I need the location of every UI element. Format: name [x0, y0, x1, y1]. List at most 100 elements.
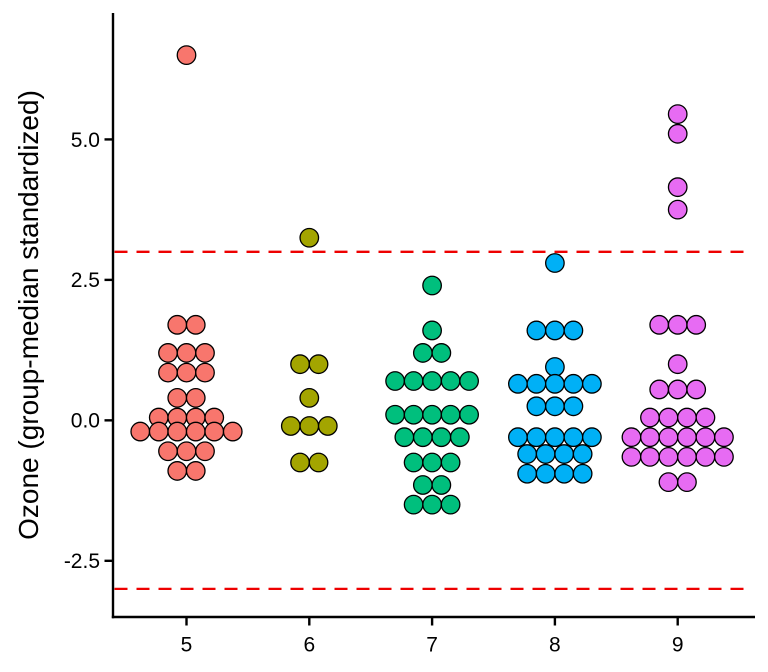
data-point — [290, 452, 310, 473]
data-point — [517, 444, 538, 464]
data-point — [440, 494, 461, 515]
data-point — [667, 104, 688, 125]
data-point — [517, 463, 538, 484]
data-point — [385, 404, 406, 425]
data-point — [299, 227, 320, 248]
data-point — [667, 354, 688, 375]
data-point — [545, 427, 565, 448]
data-point — [508, 427, 528, 448]
data-point — [563, 320, 584, 341]
data-point — [412, 475, 433, 495]
data-point — [554, 444, 575, 464]
data-point — [686, 379, 707, 400]
data-point — [422, 320, 443, 341]
data-point — [412, 343, 433, 363]
data-point — [185, 387, 206, 408]
data-point — [176, 45, 197, 66]
data-point — [695, 446, 716, 467]
data-point — [431, 475, 452, 495]
data-point — [649, 379, 670, 400]
x-tick-label: 7 — [426, 633, 438, 656]
data-point — [440, 452, 461, 473]
data-point — [385, 371, 406, 391]
x-tick-label: 8 — [549, 633, 561, 656]
x-tick-label: 9 — [672, 633, 684, 656]
y-tick-label: -2.5 — [64, 550, 100, 573]
data-point — [667, 177, 688, 198]
data-point — [394, 427, 415, 448]
y-tick-label: 2.5 — [71, 269, 100, 292]
x-tick-label: 5 — [181, 633, 193, 656]
data-point — [158, 441, 178, 462]
data-point — [582, 373, 602, 394]
data-point — [422, 371, 443, 391]
data-point — [195, 362, 215, 383]
data-point — [280, 416, 301, 436]
data-point — [167, 461, 188, 481]
data-point — [621, 446, 642, 467]
data-point — [658, 472, 679, 493]
data-point — [677, 472, 697, 493]
data-point — [621, 427, 642, 448]
data-point — [403, 404, 424, 425]
data-point — [667, 314, 688, 335]
data-point — [422, 404, 443, 425]
data-point — [185, 421, 206, 442]
data-point — [640, 427, 660, 448]
data-point — [695, 407, 716, 428]
data-point — [176, 441, 197, 462]
data-point — [440, 371, 461, 391]
data-point — [403, 371, 424, 391]
data-point — [317, 416, 338, 436]
data-point — [167, 387, 188, 408]
data-point — [667, 379, 688, 400]
data-point — [526, 396, 547, 417]
data-point — [545, 357, 565, 377]
data-point — [526, 427, 547, 448]
data-point — [403, 494, 424, 515]
data-point — [677, 446, 697, 467]
data-point — [535, 463, 556, 484]
data-point — [649, 314, 670, 335]
data-point — [195, 343, 215, 363]
data-point — [176, 362, 197, 383]
data-point — [422, 275, 443, 296]
data-point — [667, 199, 688, 220]
data-point — [667, 123, 688, 144]
data-point — [204, 421, 225, 442]
data-point — [459, 371, 480, 391]
data-point — [403, 452, 424, 473]
data-point — [572, 444, 593, 464]
data-point — [158, 362, 178, 383]
data-point — [290, 354, 310, 375]
data-point — [422, 452, 443, 473]
data-point — [545, 253, 565, 273]
data-point — [422, 494, 443, 515]
data-point — [167, 421, 188, 442]
data-point — [176, 343, 197, 363]
y-axis-title: Ozone (group-median standardized) — [13, 90, 44, 540]
data-point — [158, 343, 178, 363]
data-point — [563, 396, 584, 417]
data-point — [148, 421, 169, 442]
data-point — [431, 343, 452, 363]
data-point — [563, 427, 584, 448]
data-point — [545, 373, 565, 394]
data-point — [677, 427, 697, 448]
data-point — [299, 416, 320, 436]
y-tick-label: 0.0 — [71, 410, 100, 433]
data-point — [222, 421, 243, 442]
data-point — [431, 427, 452, 448]
data-point — [299, 387, 320, 408]
data-point — [640, 446, 660, 467]
data-point — [563, 373, 584, 394]
x-tick-label: 6 — [303, 633, 315, 656]
data-point — [185, 314, 206, 335]
data-point — [658, 407, 679, 428]
data-point — [526, 320, 547, 341]
data-point — [195, 441, 215, 462]
data-point — [714, 446, 734, 467]
data-point — [582, 427, 602, 448]
